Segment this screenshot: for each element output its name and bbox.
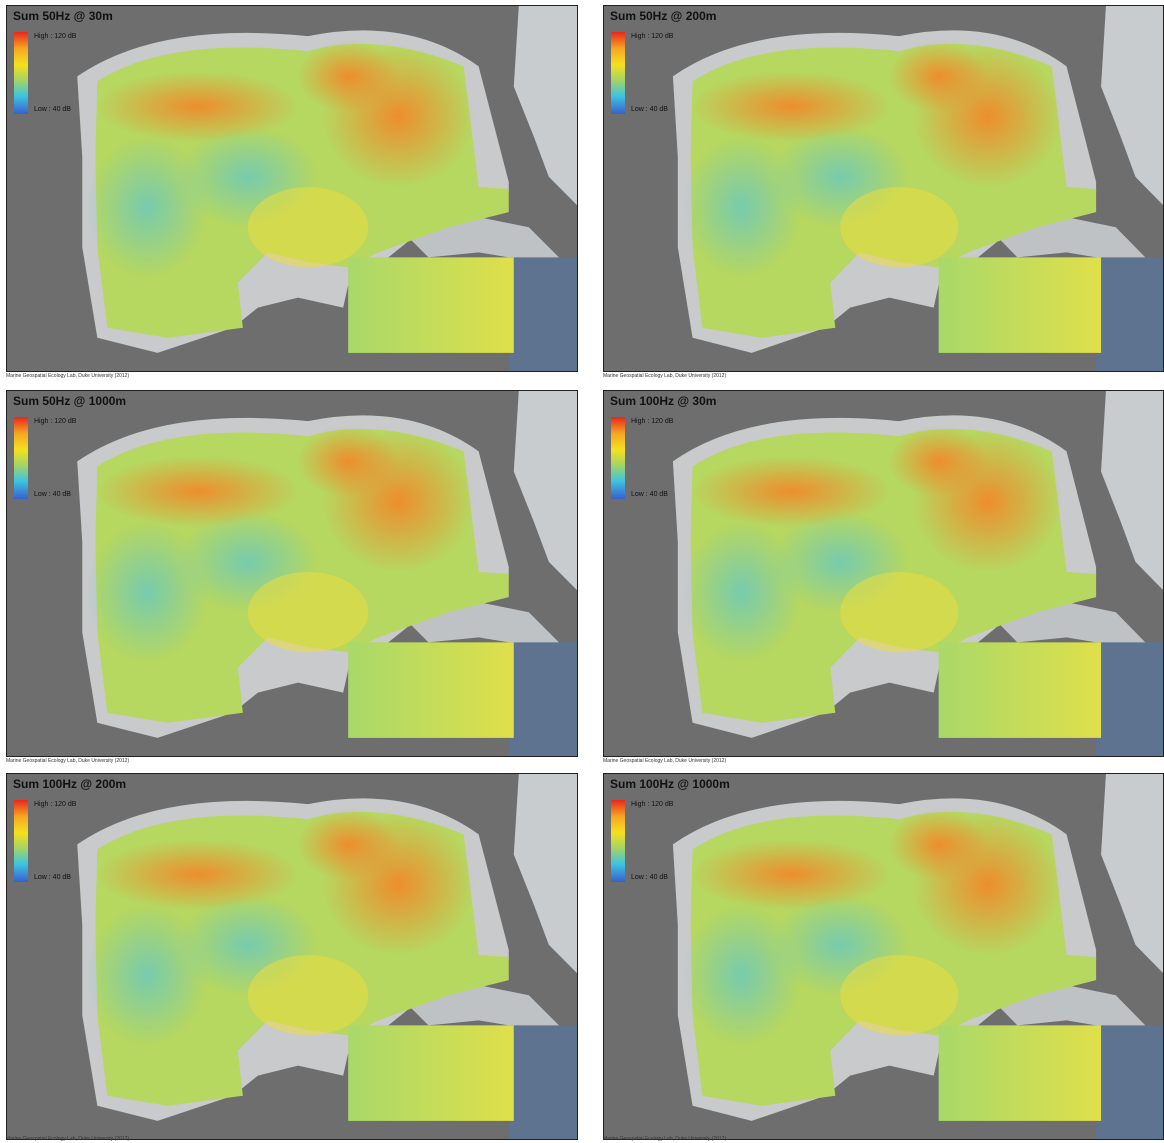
legend-color-bar: [14, 32, 28, 114]
page: {"panels": [ {"title": "Sum 50Hz @ 30m",…: [0, 0, 1164, 1143]
legend-low: Low : 40 dB: [34, 491, 71, 498]
legend-low: Low : 40 dB: [631, 874, 668, 881]
noise-map: [604, 774, 1164, 1140]
noise-map: [604, 391, 1164, 757]
credit: Marine Geospatial Ecology Lab, Duke Univ…: [6, 373, 129, 379]
legend-high: High : 120 dB: [34, 418, 76, 425]
credit: Marine Geospatial Ecology Lab, Duke Univ…: [603, 373, 726, 379]
credit: Marine Geospatial Ecology Lab, Duke Univ…: [603, 758, 726, 764]
noise-map: [7, 6, 578, 372]
map-title: Sum 50Hz @ 200m: [610, 9, 716, 23]
map-panel: Sum 100Hz @ 30m High : 120 dB Low : 40 dB: [603, 390, 1164, 757]
legend-color-bar: [14, 800, 28, 882]
legend-high: High : 120 dB: [34, 33, 76, 40]
map-panel: Sum 50Hz @ 1000m High : 120 dB Low : 40 dB: [6, 390, 578, 757]
map-panel: Sum 100Hz @ 1000m High : 120 dB Low : 40 d…: [603, 773, 1164, 1140]
credit: Marine Geospatial Ecology Lab, Duke Univ…: [6, 758, 129, 764]
credit: Marine Geospatial Ecology Lab, Duke Univ…: [603, 1136, 726, 1142]
legend-color-bar: [611, 417, 625, 499]
legend-low: Low : 40 dB: [631, 491, 668, 498]
legend-high: High : 120 dB: [631, 418, 673, 425]
legend-color-bar: [14, 417, 28, 499]
noise-map: [7, 391, 578, 757]
map-title: Sum 100Hz @ 200m: [13, 777, 126, 791]
map-panel: Sum 50Hz @ 30m High : 120 dB Low : 40 dB: [6, 5, 578, 372]
legend-low: Low : 40 dB: [34, 874, 71, 881]
map-title: Sum 50Hz @ 30m: [13, 9, 113, 23]
legend-low: Low : 40 dB: [34, 106, 71, 113]
legend-high: High : 120 dB: [631, 801, 673, 808]
credit: Marine Geospatial Ecology Lab, Duke Univ…: [6, 1136, 129, 1142]
legend-high: High : 120 dB: [631, 33, 673, 40]
map-title: Sum 100Hz @ 1000m: [610, 777, 730, 791]
legend-high: High : 120 dB: [34, 801, 76, 808]
map-panel: Sum 100Hz @ 200m High : 120 dB Low : 40 dB: [6, 773, 578, 1140]
noise-map: [604, 6, 1164, 372]
legend-color-bar: [611, 32, 625, 114]
legend-color-bar: [611, 800, 625, 882]
noise-map: [7, 774, 578, 1140]
map-title: Sum 50Hz @ 1000m: [13, 394, 126, 408]
map-title: Sum 100Hz @ 30m: [610, 394, 716, 408]
map-panel: Sum 50Hz @ 200m High : 120 dB Low : 40 dB: [603, 5, 1164, 372]
legend-low: Low : 40 dB: [631, 106, 668, 113]
